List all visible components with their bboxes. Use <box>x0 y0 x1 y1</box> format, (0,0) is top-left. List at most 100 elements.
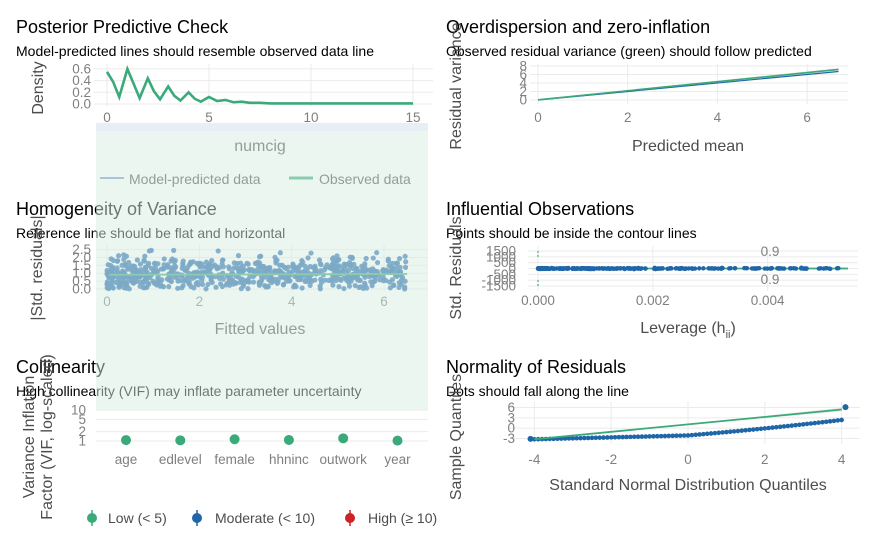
influence-xlabel: Leverage (hii) <box>640 320 736 341</box>
nr-point <box>835 418 841 423</box>
io-point <box>762 266 768 271</box>
io-point <box>743 265 749 271</box>
ppc-ytick-3: 0.6 <box>72 61 91 76</box>
io-point <box>596 266 602 271</box>
nr-xtick-1: -2 <box>605 452 617 467</box>
nr-point <box>574 435 579 441</box>
nr-point <box>731 429 737 434</box>
nr-point <box>570 436 576 441</box>
cl-band-low <box>96 131 428 410</box>
io-point <box>686 266 691 271</box>
influence-ylabel: Std. Residuals <box>448 216 465 319</box>
od-ytick-4: 8 <box>519 59 527 74</box>
ppc-ytick-1: 0.2 <box>72 85 91 100</box>
io-point <box>709 266 714 271</box>
io-ytick-4: 500 <box>493 255 516 270</box>
ppc-ytick-0: 0.0 <box>72 97 91 112</box>
io-point <box>732 266 738 271</box>
nr-point <box>658 433 664 439</box>
overdisp-title: Overdispersion and zero-inflation <box>446 17 710 37</box>
nr-point <box>635 434 641 439</box>
panel-overdispersion: Overdispersion and zero-inflation Observ… <box>446 17 848 155</box>
nr-point <box>639 434 645 439</box>
io-point <box>575 265 580 271</box>
io-point <box>642 266 648 271</box>
ppc-xtick-3: 15 <box>405 110 420 125</box>
legend-high-clip: High (≥ 10) <box>368 510 437 526</box>
nr-point <box>777 424 783 430</box>
nr-point <box>808 421 814 426</box>
cl-ytick-1: 2 <box>78 424 86 439</box>
nr-point <box>628 434 633 440</box>
nr-point <box>654 433 660 439</box>
io-xtick-1: 0.002 <box>636 293 670 308</box>
collin-ylabel-line2: Factor (VIF, log-scaled) <box>39 354 56 519</box>
io-point <box>682 266 688 272</box>
legend-moderate: Moderate (< 10) <box>192 510 315 526</box>
io-point <box>587 266 592 271</box>
nr-point <box>747 427 752 433</box>
io-point <box>678 266 684 271</box>
legend-high-label: High (≥ 10) <box>368 510 437 526</box>
io-point <box>543 265 548 271</box>
nr-point <box>562 436 568 441</box>
collin-title: Collinearity <box>16 357 105 377</box>
ppc-subtitle: Model-predicted lines should resemble ob… <box>16 43 374 59</box>
nr-point <box>624 434 629 440</box>
nr-point <box>678 433 683 438</box>
ppc-ytick-2: 0.4 <box>72 73 91 88</box>
nr-point <box>823 419 829 425</box>
cl-xtick-age: age <box>115 452 138 467</box>
nr-point <box>616 434 622 440</box>
io-xtick-0: 0.000 <box>521 293 555 308</box>
nr-point <box>724 429 729 435</box>
io-point <box>689 266 694 271</box>
nr-point <box>681 433 687 438</box>
io-point <box>728 265 733 271</box>
nr-point <box>754 426 760 432</box>
nr-point <box>670 433 675 439</box>
io-point <box>769 265 775 271</box>
legend-high-dot <box>345 513 355 523</box>
io-point <box>539 266 545 271</box>
io-ytick-5: 1000 <box>486 249 516 264</box>
nr-point <box>708 431 714 436</box>
hv-ytick-1: 0.5 <box>72 274 91 289</box>
od-xtick-2: 4 <box>714 110 722 125</box>
panel-influence: Influential Observations Points should b… <box>446 199 858 341</box>
io-point <box>660 266 665 271</box>
cl-ytick-0: 1 <box>78 434 86 449</box>
normal-title: Normality of Residuals <box>446 357 626 377</box>
normal-subtitle: Dots should fall along the line <box>446 383 629 399</box>
cl-xtick-edlevel: edlevel <box>159 452 202 467</box>
nr-point <box>839 417 844 423</box>
nr-xtick-2: 0 <box>684 452 692 467</box>
nr-point <box>647 434 652 439</box>
io-point <box>718 266 724 271</box>
io-point <box>631 267 637 272</box>
od-xtick-3: 6 <box>803 110 811 125</box>
nr-point <box>612 434 618 440</box>
io-point <box>635 265 641 271</box>
io-ytick-1: -1000 <box>481 273 516 288</box>
cl-band-moderate <box>96 123 428 131</box>
nr-point <box>589 435 595 441</box>
nr-point <box>758 426 764 432</box>
ppc-xtick-0: 0 <box>103 110 111 125</box>
nr-point <box>816 420 821 425</box>
nr-point <box>631 434 637 440</box>
legend-high: High (≥ 10) <box>345 510 437 526</box>
nr-ytick-2: 3 <box>507 410 515 425</box>
nr-point <box>701 431 706 437</box>
nr-ytick-0: -3 <box>503 431 515 446</box>
io-point <box>776 265 781 271</box>
cl-ytick-3: 10 <box>71 403 86 418</box>
io-point <box>791 266 797 271</box>
ppc-model-line-4 <box>106 67 414 104</box>
nr-xtick-0: -4 <box>528 452 540 467</box>
legend-low: Low (< 5) <box>87 510 167 526</box>
legend-low-dot <box>87 513 97 523</box>
